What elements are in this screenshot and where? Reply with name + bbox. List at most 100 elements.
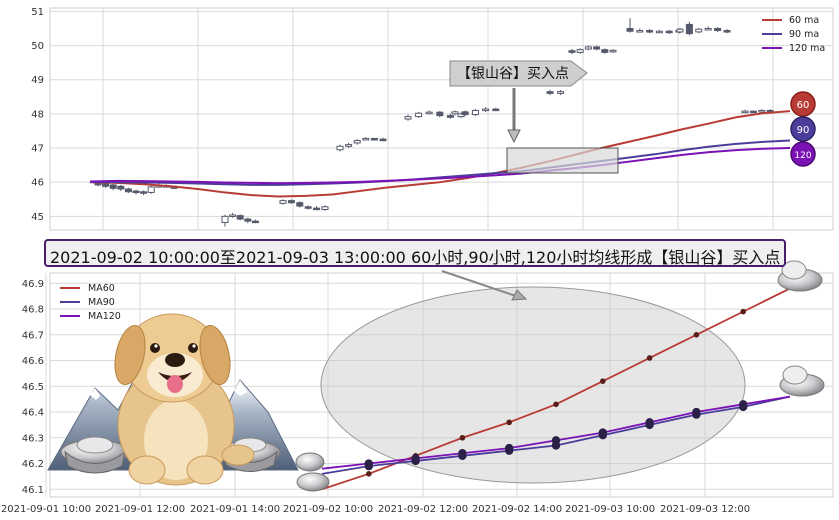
candle-down (685, 23, 693, 35)
lower-point-MA120 (598, 428, 607, 437)
legend-label-MA120: MA120 (88, 311, 121, 322)
candle-up (362, 137, 370, 141)
candle-down (714, 27, 722, 32)
candle-up (758, 109, 766, 113)
lower-y-tick-label: 46.4 (22, 408, 44, 419)
lower-y-ticks: 46.1 46.2 46.3 46.4 46.5 46.6 46.7 46.8 46.9 (22, 279, 44, 496)
candle-down (117, 185, 125, 190)
lower-x-tick-label: 2021-09-01 10:00 (1, 504, 91, 515)
upper-y-tick-label: 50 (31, 41, 44, 52)
banner-arrow-shaft (441, 270, 517, 297)
candle-down (132, 190, 140, 194)
upper-series-60-ma (89, 110, 791, 198)
lower-x-tick-label: 2021-09-01 14:00 (190, 504, 280, 515)
signal-banner-text: 2021-09-02 10:00:00至2021-09-03 13:00:00 … (50, 248, 781, 267)
candle-up (557, 91, 565, 94)
candle-down (313, 207, 321, 211)
candle-up (336, 145, 344, 151)
upper-series-90-ma (90, 139, 791, 186)
candle-up (584, 46, 592, 50)
legend-label-ma60: 60 ma (789, 15, 819, 26)
candle-up (221, 215, 229, 223)
lower-panel: 46.1 46.2 46.3 46.4 46.5 46.6 46.7 46.8 46.9 202… (1, 260, 834, 515)
upper-y-tick-label: 45 (31, 212, 44, 223)
lower-point-MA120 (458, 449, 467, 458)
lower-point-MA60 (693, 331, 700, 338)
lower-x-tick-label: 2021-09-01 12:00 (95, 504, 185, 515)
badge-ma60 (790, 91, 816, 117)
candle-up (482, 108, 490, 112)
upper-y-tick-label: 49 (31, 75, 44, 86)
upper-y-tick-label: 46 (31, 178, 44, 189)
legend-label-MA60: MA60 (88, 283, 115, 294)
badge-ma120-label: 120 (794, 151, 811, 161)
candle-down (102, 183, 110, 187)
lower-legend: MA60 MA90 MA120 (60, 283, 121, 322)
upper-y-tick-label: 51 (31, 7, 44, 18)
candle-up (471, 109, 479, 116)
candle-up (741, 110, 749, 114)
candle-up (279, 200, 287, 204)
upper-series-120-ma (89, 147, 791, 185)
candle-down (546, 91, 554, 94)
candle-down (304, 206, 312, 209)
candle-down (446, 115, 454, 118)
callout-arrow-head (507, 129, 521, 144)
candle-down (370, 137, 378, 141)
lower-point-MA120 (551, 436, 561, 445)
lower-point-MA60 (366, 471, 372, 477)
lower-y-tick-label: 46.1 (22, 485, 44, 496)
lower-point-MA120 (505, 443, 514, 453)
upper-ma-lines (89, 110, 791, 198)
legend-label-ma120: 120 ma (789, 43, 825, 54)
lower-y-tick-label: 46.5 (22, 382, 44, 393)
candle-down (626, 27, 634, 32)
candle-up (655, 30, 663, 34)
candle-up (404, 116, 412, 120)
candle-down (461, 111, 469, 116)
lower-point-MA60 (740, 308, 746, 315)
candle-down (723, 30, 731, 33)
lower-point-MA120 (411, 454, 420, 463)
candle-down (646, 30, 654, 33)
lower-ma-lines (321, 287, 791, 491)
lower-x-tick-label: 2021-09-03 12:00 (660, 504, 750, 515)
candle-down (749, 110, 757, 114)
candle-down (236, 215, 244, 220)
lower-y-tick-label: 46.9 (22, 279, 44, 290)
lower-x-tick-label: 2021-09-02 10:00 (283, 504, 373, 515)
candle-up (415, 112, 423, 118)
candle-up (229, 214, 237, 217)
upper-plot-area (49, 7, 834, 231)
candle-up (609, 49, 617, 53)
lower-point-MA60 (459, 434, 466, 441)
lower-y-tick-label: 46.7 (22, 330, 44, 341)
silver-ingot-icon (295, 260, 825, 492)
badge-ma60-label: 60 (797, 100, 810, 111)
candle-down (287, 200, 295, 204)
candle-up (321, 206, 329, 211)
lower-point-MA120 (364, 459, 373, 468)
candle-down (436, 111, 444, 117)
candle-down (296, 202, 304, 207)
legend-label-ma90: 90 ma (789, 29, 819, 40)
badge-ma90-label: 90 (797, 125, 810, 136)
badge-ma90 (790, 116, 816, 142)
callout-label: 【银山谷】买入点 (457, 66, 569, 82)
candle-up (345, 144, 353, 147)
candle-up (425, 111, 433, 115)
lower-x-ticks: 2021-09-01 10:00 2021-09-01 12:00 2021-09-… (1, 504, 750, 515)
lower-point-MA120 (645, 418, 654, 427)
upper-y-tick-label: 48 (31, 109, 44, 120)
upper-y-ticks: 45 46 47 48 49 50 51 (31, 7, 44, 223)
lower-y-tick-label: 46.3 (22, 433, 44, 444)
signal-banner (44, 239, 786, 267)
candle-down (568, 50, 576, 53)
lower-point-MA120 (739, 400, 748, 409)
candle-up (676, 28, 684, 33)
candle-down (492, 108, 500, 112)
lower-y-tick-label: 46.2 (22, 459, 44, 470)
lower-point-MA60 (553, 401, 559, 408)
candle-down (140, 191, 148, 194)
candle-down (601, 49, 609, 53)
